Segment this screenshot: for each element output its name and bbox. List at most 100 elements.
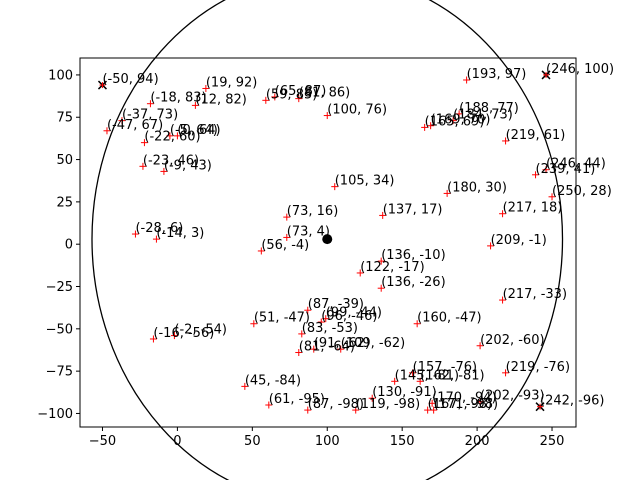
point-label: (165, 69): [425, 114, 485, 129]
data-point-marker: [356, 269, 364, 277]
point-label: (122, -17): [360, 260, 424, 275]
data-point-marker: [131, 230, 139, 238]
data-point-marker: [416, 377, 424, 385]
point-label: (202, -93): [480, 389, 544, 404]
point-label: (246, 44): [546, 157, 606, 172]
x-tick-label: 150: [390, 434, 415, 449]
point-label: (130, -91): [372, 385, 436, 400]
point-labels-layer: (-50, 94) (19, 92)(-18, 83)(12, 82) (59, 8…: [102, 62, 614, 412]
data-point-marker: [368, 394, 376, 402]
data-point-marker: [487, 242, 495, 250]
data-point-marker: [455, 110, 463, 118]
data-point-marker: [413, 320, 421, 328]
point-label: (19, 92): [206, 75, 258, 90]
point-label: (136, -10): [381, 248, 445, 263]
point-label: (184, 73): [453, 108, 513, 123]
point-label: (12, 82): [195, 92, 247, 107]
data-point-marker: [322, 315, 330, 323]
data-point-marker: [449, 117, 457, 125]
point-label: (96, -46): [321, 309, 377, 324]
point-label: (0, 64): [177, 123, 220, 138]
point-label: (157, -76): [413, 360, 477, 375]
data-point-marker: [118, 117, 126, 125]
point-label: (109, -62): [341, 336, 405, 351]
point-label: (-2, -54): [174, 323, 227, 338]
x-tick-label: 250: [540, 434, 565, 449]
data-point-marker: [191, 101, 199, 109]
data-point-marker: [257, 247, 265, 255]
point-label: (81, 86): [299, 86, 351, 101]
data-point-marker: [443, 189, 451, 197]
x-tick-label: 200: [465, 434, 490, 449]
extreme-point-marker: [97, 80, 108, 90]
ticks-layer: −50 0 50 100 150 200 250 −100 −75 −50 −25 0 25 50 75 10…: [37, 68, 564, 449]
data-point-marker: [202, 84, 210, 92]
data-point-marker: [379, 211, 387, 219]
point-label: (160, -47): [417, 311, 481, 326]
point-label: (250, 28): [552, 184, 612, 199]
point-label: (-37, 73): [122, 108, 178, 123]
y-tick-label: −50: [46, 322, 73, 337]
data-point-marker: [283, 233, 291, 241]
point-label: (-47, 67): [107, 118, 163, 133]
data-point-marker: [377, 257, 385, 265]
point-label: (169, 70): [431, 113, 491, 128]
data-point-marker: [424, 406, 432, 414]
axes-frame: [79, 57, 577, 428]
data-point-marker: [352, 406, 360, 414]
point-label: (239, 41): [536, 162, 596, 177]
point-label: (45, -84): [245, 373, 301, 388]
data-point-marker: [160, 167, 168, 175]
point-label: (61, -95): [269, 392, 325, 407]
point-label: (162, -81): [420, 368, 484, 383]
point-label: (73, 16): [287, 204, 339, 219]
point-label: (87, -98): [308, 397, 364, 412]
center-point: [322, 234, 333, 245]
data-point-marker: [295, 95, 303, 103]
data-point-marker: [173, 132, 181, 140]
points-layer: [97, 70, 556, 414]
point-label: (-9, 43): [164, 158, 212, 173]
axes-frame-layer: [79, 57, 577, 428]
data-point-marker: [250, 320, 258, 328]
x-tick-label: −50: [89, 434, 116, 449]
data-point-marker: [391, 377, 399, 385]
y-tick-label: −25: [46, 280, 73, 295]
boundary-circle: [91, 0, 564, 485]
point-label: (217, 18): [503, 201, 563, 216]
point-label: (83, -53): [302, 321, 358, 336]
y-tick-label: 50: [56, 153, 73, 168]
point-label: (99, -44): [326, 306, 382, 321]
point-label: (137, 17): [383, 202, 443, 217]
point-label: (242, -96): [540, 394, 604, 409]
point-label: (-5, 64): [170, 123, 218, 138]
point-label: (73, 4): [287, 224, 330, 239]
data-point-marker: [149, 335, 157, 343]
point-label: (87, -39): [308, 297, 364, 312]
point-label: (145, -81): [395, 368, 459, 383]
point-label: (56, -4): [261, 238, 309, 253]
point-label: (136, -26): [381, 275, 445, 290]
y-tick-label: −75: [46, 365, 73, 380]
data-point-marker: [304, 306, 312, 314]
point-label: (180, 30): [447, 180, 507, 195]
point-label: (105, 34): [335, 174, 395, 189]
point-label: (-14, 3): [156, 226, 204, 241]
data-point-marker: [428, 399, 436, 407]
point-label: (65, 87): [275, 84, 327, 99]
point-label: (81, -64): [299, 340, 355, 355]
data-point-marker: [502, 369, 510, 377]
data-point-marker: [427, 122, 435, 130]
data-point-marker: [463, 76, 471, 84]
data-point-marker: [499, 296, 507, 304]
data-point-marker: [337, 345, 345, 353]
y-tick-label: 75: [56, 111, 73, 126]
point-label: (171, -98): [434, 397, 498, 412]
data-point-marker: [152, 235, 160, 243]
data-point-marker: [103, 127, 111, 135]
data-point-marker: [298, 330, 306, 338]
y-tick-label: −100: [37, 407, 73, 422]
data-point-marker: [283, 213, 291, 221]
data-point-marker: [310, 345, 318, 353]
